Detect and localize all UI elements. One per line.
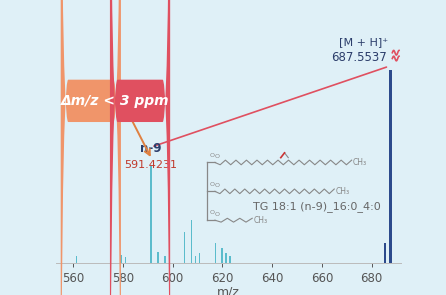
Text: n-9: n-9 <box>140 142 161 155</box>
Text: O: O <box>210 153 215 158</box>
Text: TG 18:1 (n-9)_16:0_4:0: TG 18:1 (n-9)_16:0_4:0 <box>253 201 381 212</box>
Bar <box>75 256 77 263</box>
Text: 591.4231: 591.4231 <box>124 160 177 170</box>
Bar <box>150 166 152 263</box>
Text: O: O <box>210 181 215 186</box>
Text: O: O <box>215 183 220 188</box>
Bar <box>384 243 386 263</box>
Text: [M + H]⁺: [M + H]⁺ <box>339 37 388 47</box>
Bar <box>229 256 231 263</box>
Text: Δm/z < 3 ppm: Δm/z < 3 ppm <box>61 94 170 108</box>
Bar <box>221 248 223 263</box>
FancyBboxPatch shape <box>110 0 170 295</box>
Bar <box>157 252 159 263</box>
Bar <box>215 243 216 263</box>
Text: O: O <box>215 212 220 217</box>
Bar <box>184 232 186 263</box>
Text: 687.5537: 687.5537 <box>332 51 388 64</box>
Bar <box>225 253 227 263</box>
FancyBboxPatch shape <box>61 0 121 295</box>
Bar <box>198 253 200 263</box>
Bar <box>120 255 122 263</box>
Bar <box>124 257 126 263</box>
Bar <box>190 220 192 263</box>
Bar <box>389 70 392 263</box>
X-axis label: m/z: m/z <box>217 286 240 295</box>
Text: CH₃: CH₃ <box>353 158 367 167</box>
Bar <box>194 256 196 263</box>
Text: O: O <box>215 154 220 159</box>
Bar <box>164 256 166 263</box>
Text: CH₃: CH₃ <box>335 187 350 196</box>
Text: O: O <box>210 210 215 215</box>
Text: CH₃: CH₃ <box>253 216 268 225</box>
